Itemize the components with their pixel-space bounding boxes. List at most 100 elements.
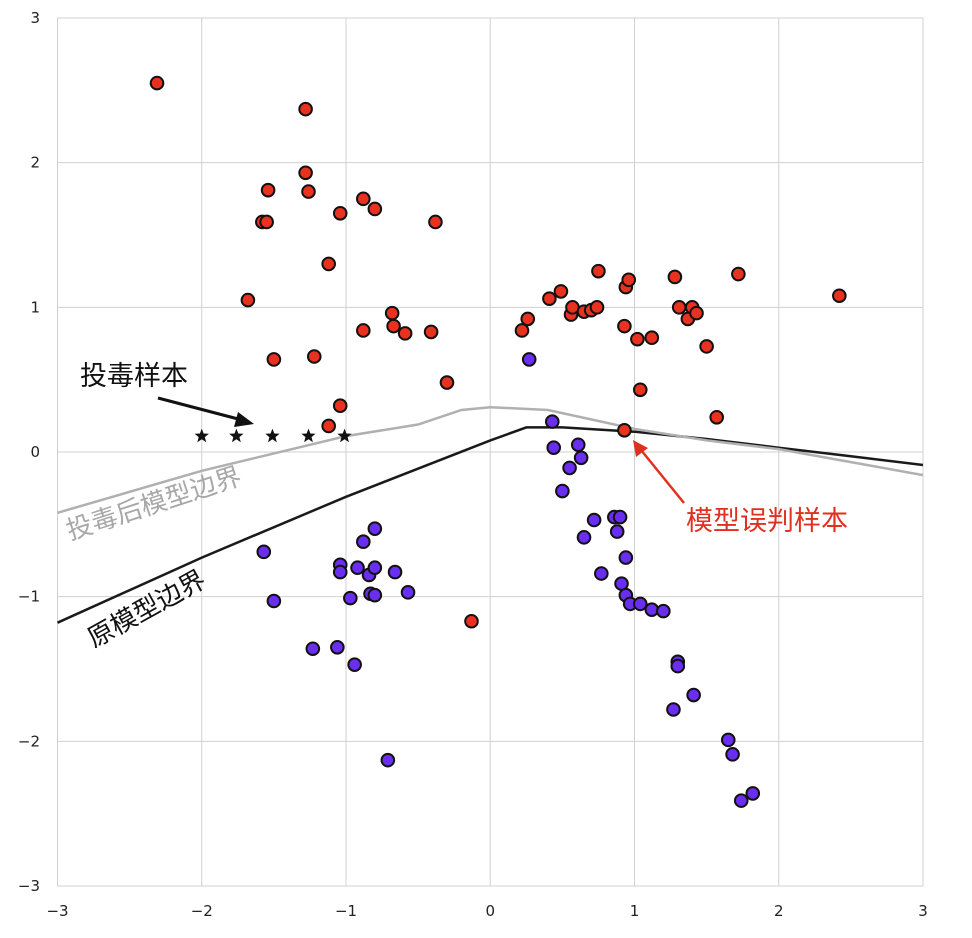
red-class-point [542,291,557,306]
poisoned-boundary-line [57,405,924,515]
purple-class-point [612,509,628,525]
y-tick-label: 3 [30,9,40,27]
purple-class-point [586,512,602,528]
purple-class-point [555,483,570,499]
red-class-point [332,398,348,414]
poison-sample-star [229,428,244,443]
y-tick-label: 1 [30,298,40,316]
purple-class-point [266,593,282,609]
red-class-point [520,311,536,327]
poison-sample-star [265,428,280,443]
plot-area-frame [57,17,924,887]
red-class-point [298,101,313,117]
purple-class-point [387,564,403,580]
red-class-point [356,191,371,207]
y-axis-ticks: 3 2 1 0 −1 −2 −3 [18,9,40,895]
red-class-point [709,409,725,425]
red-class-point [644,330,660,346]
red-class-point [266,352,282,367]
red-class-point [553,284,569,299]
red-class-point [397,326,413,341]
red-class-point [671,300,687,315]
red-class-point [617,423,632,438]
purple-class-point [367,521,383,536]
original-boundary-label: 原模型边界 [83,565,211,654]
x-tick-label: 2 [774,902,784,920]
purple-class-point [356,534,371,549]
y-tick-label: 0 [30,443,40,461]
poison-sample-star [194,428,209,443]
red-class-point [589,300,605,315]
purple-class-point [367,587,383,603]
red-class-point [356,323,371,338]
purple-class-point [666,702,681,717]
purple-class-point [347,657,362,672]
purple-class-point [343,590,358,606]
red-class-point [332,206,348,221]
purple-class-point [686,687,701,703]
y-tick-label: −3 [18,877,40,895]
red-class-point [301,184,316,199]
purple-class-point [544,414,560,429]
decision-boundaries [56,405,924,624]
purple-class-point [632,596,648,612]
purple-class-point [332,564,348,580]
red-class-point [832,288,847,304]
purple-class-point [305,641,321,657]
red-class-point [667,269,683,285]
red-class-point [423,324,439,340]
x-tick-label: 0 [485,902,495,920]
red-class-point [306,349,322,364]
purple-class-point [720,732,736,748]
red-class-point [464,613,479,629]
x-axis-ticks: −3 −2 −1 0 1 2 3 [46,902,927,920]
purple-class-point [350,560,365,576]
x-tick-label: 3 [918,902,928,920]
purple-class-point [546,440,562,455]
purple-class-point [380,752,396,768]
original-boundary-line [56,426,924,624]
purple-class-point [367,560,383,576]
y-tick-label: 2 [30,154,40,172]
purple-class-point [733,793,749,808]
red-class-point [428,214,443,230]
red-class-point [621,272,637,288]
red-class-point [259,214,274,230]
purple-class-point [745,786,761,801]
red-class-point [689,305,704,321]
red-class-point [367,201,383,217]
purple-class-point [256,544,272,560]
red-class-point [384,305,400,321]
red-class-point [321,256,336,272]
poison-sample-star [337,428,352,443]
purple-class-point [330,640,345,655]
purple-class-point [400,585,416,600]
purple-class-point [562,460,577,476]
red-class-point [298,165,313,181]
data-points [149,75,847,808]
purple-class-point [725,747,740,762]
misclassified-sample-label: 模型误判样本 [686,506,848,537]
x-tick-label: 1 [630,902,640,920]
red-class-point [149,75,165,91]
poison-sample-star [301,428,316,443]
red-class-point [386,318,401,334]
red-class-point [731,266,746,282]
purple-class-point [570,437,586,453]
poison-arrow [157,396,254,427]
red-class-point [514,323,530,338]
red-class-point [699,339,714,354]
misclassified-arrow [633,440,685,504]
red-class-point [632,382,648,398]
y-tick-label: −2 [18,732,40,750]
purple-class-point [573,450,589,466]
purple-class-point [576,530,592,545]
red-class-point [260,182,276,198]
red-class-point [591,263,606,279]
poison-samples-label: 投毒样本 [80,361,188,392]
purple-class-point [594,566,609,581]
purple-class-point [656,603,671,619]
x-tick-label: −1 [335,902,357,920]
purple-class-point [521,352,537,367]
